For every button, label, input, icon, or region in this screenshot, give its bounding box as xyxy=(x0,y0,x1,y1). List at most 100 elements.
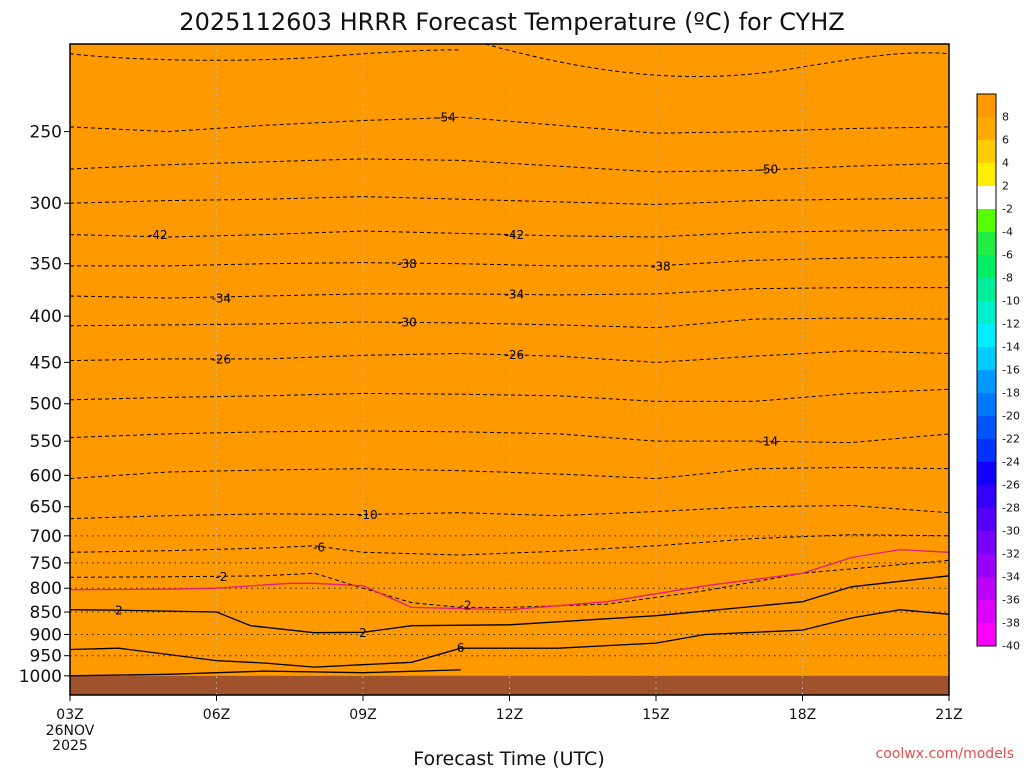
colorbar-swatch-9 xyxy=(977,301,996,325)
x-tick-label-3: 12Z xyxy=(496,707,523,723)
plot-overlay: -54-50-42 -42-38 -38-34 -34-30-26 -26-14-10-… xyxy=(69,43,950,696)
colorbar-swatch-12 xyxy=(977,370,996,394)
colorbar: 8 6 4 2 -2 -4 -6 -8 -10 -12 -14 -16 -18 -20 -22 -24 -26 -… xyxy=(976,93,1020,653)
contour-label-5: -38 xyxy=(651,259,671,273)
y-tick-label-15: 1000 xyxy=(19,667,62,687)
contour-label-9: -26 xyxy=(212,352,232,366)
y-tick-label-14: 950 xyxy=(30,647,62,667)
colorbar-label-4: -2 xyxy=(1002,203,1013,216)
ground-layer xyxy=(70,675,949,695)
y-axis: 2503003504004505005506006507007508008509… xyxy=(19,123,70,687)
colorbar-frame xyxy=(976,93,997,647)
colorbar-swatch-0 xyxy=(977,94,996,118)
contour-label-13: -6 xyxy=(313,540,325,554)
x-date-label-0: 26NOV xyxy=(46,723,95,739)
colorbar-swatch-16 xyxy=(977,462,996,486)
colorbar-label-1: 6 xyxy=(1002,134,1009,147)
colorbar-label-23: -40 xyxy=(1002,640,1020,653)
colorbar-label-8: -10 xyxy=(1002,295,1020,308)
colorbar-swatch-11 xyxy=(977,347,996,371)
contour-label-1: -50 xyxy=(759,163,779,177)
colorbar-label-11: -16 xyxy=(1002,364,1020,377)
y-tick-label-10: 750 xyxy=(30,554,62,574)
y-tick-label-13: 900 xyxy=(30,625,62,645)
y-tick-label-4: 450 xyxy=(30,353,62,373)
credit-link[interactable]: coolwx.com/models xyxy=(876,746,1014,762)
contour-label-8: -30 xyxy=(397,315,417,329)
y-tick-label-3: 400 xyxy=(30,307,62,327)
colorbar-swatch-19 xyxy=(977,531,996,555)
y-tick-label-7: 600 xyxy=(30,466,62,486)
colorbar-label-20: -34 xyxy=(1002,571,1020,584)
colorbar-swatch-23 xyxy=(977,623,996,647)
colorbar-swatch-17 xyxy=(977,485,996,509)
contour-label-6: -34 xyxy=(212,292,232,306)
contour-label-18: 6 xyxy=(457,641,465,655)
y-tick-label-5: 500 xyxy=(30,395,62,415)
colorbar-label-18: -30 xyxy=(1002,525,1020,538)
colorbar-swatch-5 xyxy=(977,209,996,233)
colorbar-swatch-13 xyxy=(977,393,996,417)
y-tick-label-6: 550 xyxy=(30,432,62,452)
x-date-label-1: 2025 xyxy=(52,738,88,754)
colorbar-swatch-21 xyxy=(977,577,996,601)
contour-solid-2 xyxy=(69,669,461,677)
colorbar-label-6: -6 xyxy=(1002,249,1013,262)
contour-label-4: -38 xyxy=(397,257,417,271)
contour-dashed-12 xyxy=(69,534,950,556)
colorbar-swatch-7 xyxy=(977,255,996,279)
contour-label-3: -42 xyxy=(505,228,525,242)
y-tick-label-12: 850 xyxy=(30,603,62,623)
colorbar-swatch-6 xyxy=(977,232,996,256)
colorbar-swatch-14 xyxy=(977,416,996,440)
colorbar-label-5: -4 xyxy=(1002,226,1013,239)
y-tick-label-1: 300 xyxy=(30,194,62,214)
colorbar-swatch-10 xyxy=(977,324,996,348)
contour-label-11: -14 xyxy=(759,435,779,449)
contour-upper-b xyxy=(484,43,950,78)
contour-label-17: 2 xyxy=(359,626,367,640)
colorbar-swatch-3 xyxy=(977,163,996,187)
y-tick-label-8: 650 xyxy=(30,498,62,518)
colorbar-label-0: 8 xyxy=(1002,111,1009,124)
x-tick-label-1: 06Z xyxy=(203,707,230,723)
contour-label-7: -34 xyxy=(505,287,525,301)
colorbar-label-7: -8 xyxy=(1002,272,1013,285)
colorbar-label-16: -26 xyxy=(1002,479,1020,492)
colorbar-label-19: -32 xyxy=(1002,548,1020,561)
colorbar-label-14: -22 xyxy=(1002,433,1020,446)
colorbar-label-21: -36 xyxy=(1002,594,1020,607)
colorbar-swatch-1 xyxy=(977,117,996,141)
colorbar-swatch-20 xyxy=(977,554,996,578)
y-tick-label-9: 700 xyxy=(30,527,62,547)
colorbar-label-12: -18 xyxy=(1002,387,1020,400)
colorbar-label-10: -14 xyxy=(1002,341,1020,354)
contour-label-2: -42 xyxy=(148,228,168,242)
colorbar-label-22: -38 xyxy=(1002,617,1020,630)
colorbar-label-15: -24 xyxy=(1002,456,1020,469)
colorbar-label-3: 2 xyxy=(1002,180,1009,193)
x-tick-label-6: 21Z xyxy=(935,707,962,723)
contour-label-16: 2 xyxy=(115,604,123,618)
contour-label-0: -54 xyxy=(436,111,456,125)
contour-solid-3 xyxy=(69,548,950,611)
contour-label-14: -2 xyxy=(215,570,227,584)
colorbar-label-17: -28 xyxy=(1002,502,1020,515)
y-tick-label-11: 800 xyxy=(30,579,62,599)
x-tick-label-2: 09Z xyxy=(349,707,376,723)
y-tick-label-0: 250 xyxy=(30,123,62,143)
contour-label-12: -10 xyxy=(358,508,378,522)
chart-title: 2025112603 HRRR Forecast Temperature (ºC… xyxy=(179,8,844,36)
contour-upper-a xyxy=(69,49,461,61)
x-axis-label: Forecast Time (UTC) xyxy=(413,748,604,768)
x-tick-label-4: 15Z xyxy=(642,707,669,723)
contour-label-15: -2 xyxy=(460,599,472,613)
colorbar-swatch-22 xyxy=(977,600,996,624)
colorbar-label-2: 4 xyxy=(1002,157,1009,170)
x-tick-label-0: 03Z xyxy=(56,707,83,723)
colorbar-swatch-15 xyxy=(977,439,996,463)
contour-solid-1 xyxy=(69,609,950,668)
contour-solid-0 xyxy=(69,575,950,634)
colorbar-swatch-2 xyxy=(977,140,996,164)
